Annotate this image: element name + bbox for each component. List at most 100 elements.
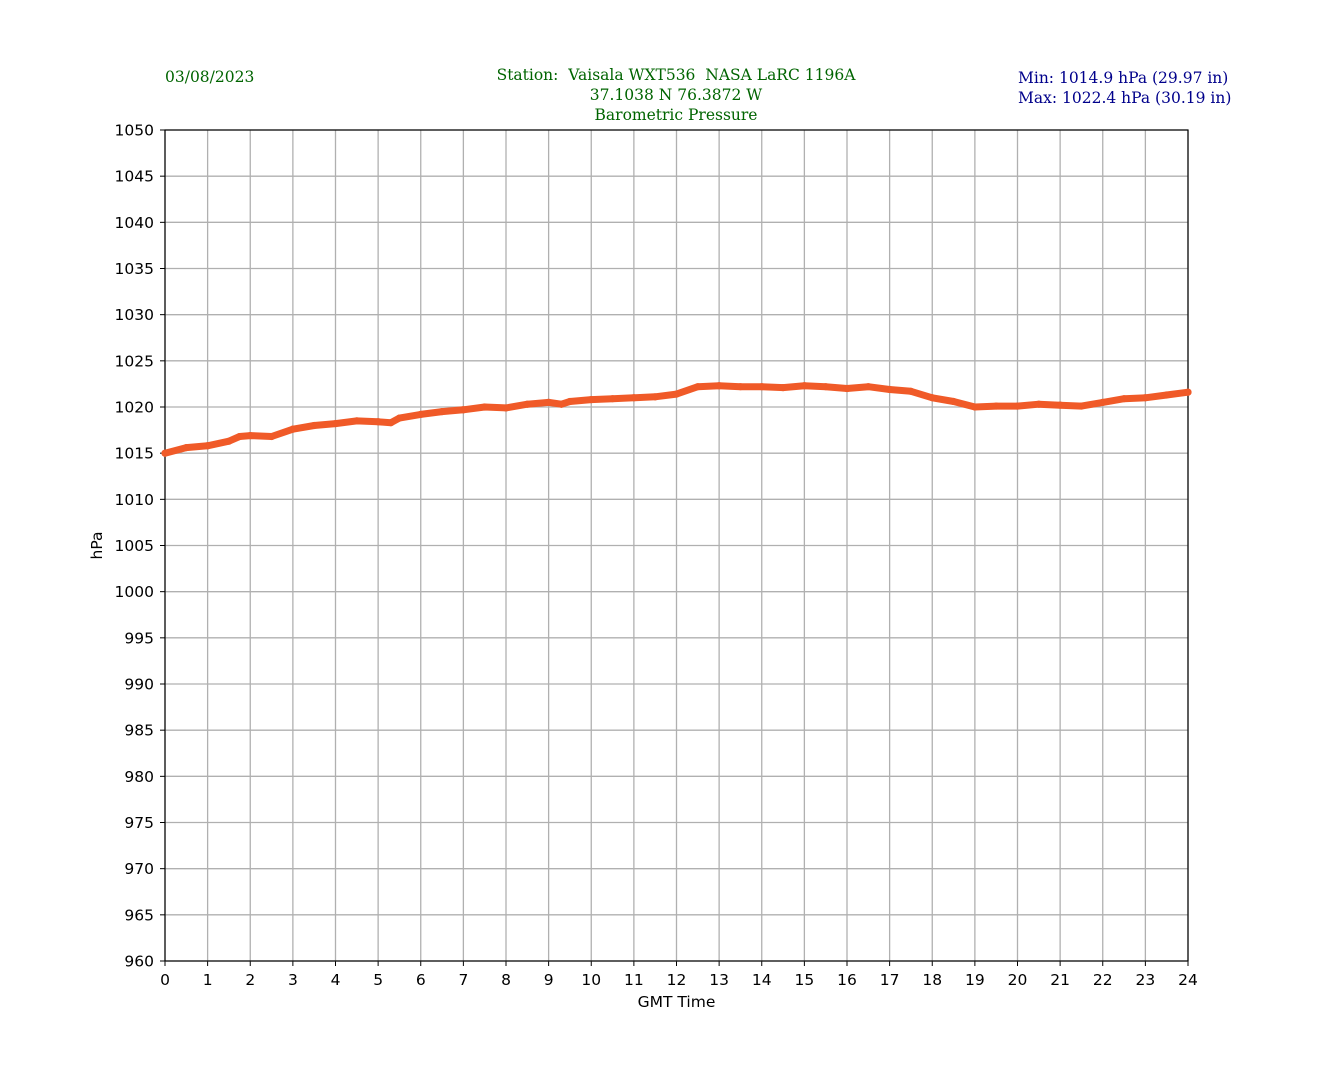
chart-header: Station: Vaisala WXT536 NASA LaRC 1196A …	[376, 65, 976, 125]
x-tick-label: 3	[288, 971, 298, 989]
y-tick-label: 1035	[115, 260, 154, 278]
x-tick-label: 23	[1136, 971, 1156, 989]
pressure-data-point	[694, 383, 702, 391]
pressure-data-point	[672, 390, 681, 398]
pressure-data-point	[1141, 394, 1149, 402]
pressure-data-point	[331, 420, 340, 428]
pressure-data-point	[204, 442, 212, 450]
x-tick-label: 7	[458, 971, 468, 989]
pressure-data-point	[630, 394, 638, 402]
pressure-data-point	[907, 387, 915, 395]
pressure-data-point	[1035, 400, 1043, 408]
pressure-data-point	[353, 417, 361, 425]
x-tick-label: 4	[331, 971, 341, 989]
pressure-data-point	[182, 444, 190, 452]
pressure-data-point	[1077, 402, 1086, 410]
x-tick-label: 18	[922, 971, 942, 989]
x-tick-label: 16	[837, 971, 857, 989]
x-tick-label: 17	[880, 971, 900, 989]
pressure-data-point	[1120, 395, 1128, 403]
pressure-data-point	[971, 403, 979, 411]
y-tick-label: 990	[124, 676, 154, 694]
pressure-data-point	[502, 404, 510, 412]
pressure-data-point	[992, 402, 1000, 410]
y-tick-label: 1020	[115, 399, 154, 417]
pressure-data-point	[864, 383, 872, 391]
x-tick-label: 20	[1008, 971, 1028, 989]
pressure-data-point	[779, 384, 787, 392]
y-tick-label: 980	[124, 768, 154, 786]
pressure-data-point	[1056, 401, 1064, 409]
pressure-data-point	[651, 393, 659, 401]
y-tick-label: 985	[124, 722, 154, 740]
pressure-data-point	[267, 432, 276, 441]
pressure-data-point	[587, 396, 595, 404]
pressure-data-point	[886, 385, 894, 394]
y-tick-label: 1015	[115, 445, 154, 463]
x-tick-label: 0	[160, 971, 170, 989]
pressure-data-point	[289, 425, 297, 433]
pressure-data-point	[310, 421, 318, 430]
pressure-data-point	[1184, 388, 1192, 396]
pressure-data-point	[438, 408, 446, 416]
max-label: Max: 1022.4 hPa (30.19 in)	[1018, 89, 1232, 107]
pressure-data-point	[545, 398, 553, 406]
pressure-data-point	[161, 449, 169, 457]
x-tick-label: 15	[795, 971, 815, 989]
pressure-data-point	[758, 383, 766, 391]
y-tick-label: 1050	[115, 122, 154, 140]
y-tick-label: 1030	[115, 306, 154, 324]
pressure-data-point	[246, 432, 254, 440]
x-tick-label: 12	[667, 971, 687, 989]
pressure-data-point	[557, 400, 566, 408]
pressure-data-point	[949, 397, 958, 406]
pressure-data-point	[459, 406, 467, 414]
pressure-data-point	[235, 432, 244, 441]
pressure-data-point	[374, 418, 382, 426]
x-axis-label: GMT Time	[638, 993, 716, 1011]
pressure-data-point	[608, 395, 617, 403]
y-tick-label: 960	[124, 953, 154, 971]
min-max-block: Min: 1014.9 hPa (29.97 in) Max: 1022.4 h…	[1018, 68, 1231, 108]
x-tick-label: 21	[1050, 971, 1070, 989]
y-tick-label: 1010	[115, 491, 154, 509]
x-tick-label: 24	[1178, 971, 1198, 989]
x-tick-label: 22	[1093, 971, 1113, 989]
x-tick-label: 8	[501, 971, 511, 989]
y-tick-label: 1040	[115, 214, 154, 232]
y-tick-label: 995	[124, 629, 154, 647]
x-tick-label: 6	[416, 971, 426, 989]
pressure-data-point	[928, 394, 936, 402]
x-tick-label: 2	[245, 971, 255, 989]
pressure-data-point	[523, 400, 531, 408]
pressure-data-point	[1013, 402, 1022, 410]
pressure-data-point	[387, 419, 395, 427]
x-tick-label: 13	[709, 971, 729, 989]
coordinates-label: 37.1038 N 76.3872 W	[589, 86, 763, 104]
x-tick-label: 10	[581, 971, 601, 989]
pressure-data-point	[395, 414, 404, 422]
pressure-data-point	[715, 382, 723, 390]
plot-frame	[164, 129, 1189, 962]
y-tick-label: 970	[124, 860, 154, 878]
y-axis-label: hPa	[88, 532, 106, 560]
pressure-data-point	[481, 403, 489, 411]
y-tick-label: 1025	[115, 352, 154, 370]
y-tick-label: 1000	[115, 583, 154, 601]
x-tick-label: 14	[752, 971, 772, 989]
pressure-data-point	[843, 384, 851, 393]
y-tick-label: 965	[124, 906, 154, 924]
x-tick-label: 9	[544, 971, 554, 989]
x-tick-label: 11	[624, 971, 644, 989]
y-tick-label: 975	[124, 814, 154, 832]
pressure-data-point	[566, 397, 574, 406]
x-tick-label: 5	[373, 971, 383, 989]
chart-title: Barometric Pressure	[594, 106, 758, 124]
date-label: 03/08/2023	[165, 68, 255, 86]
y-tick-label: 1045	[115, 168, 154, 186]
y-tick-label: 1005	[115, 537, 154, 555]
min-label: Min: 1014.9 hPa (29.97 in)	[1018, 69, 1229, 87]
pressure-data-point	[225, 437, 233, 445]
pressure-data-point	[1099, 398, 1107, 406]
